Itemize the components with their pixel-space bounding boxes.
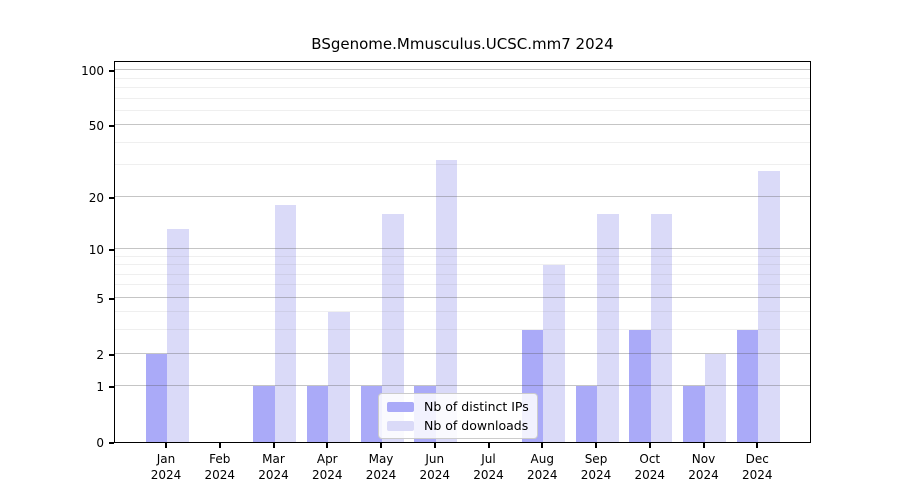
bar-downloads-oct [650, 213, 673, 442]
x-tick-mark-may [380, 443, 382, 448]
y-tick-mark-10 [109, 248, 114, 251]
gridline-major-2 [115, 352, 810, 354]
y-tick-mark-100 [109, 70, 114, 73]
bar-distinct-ips-sep [575, 386, 597, 442]
gridline-minor-40 [115, 141, 810, 143]
x-tick-label-feb: Feb 2024 [204, 452, 236, 482]
downloads-swatch-icon [387, 420, 414, 431]
legend-item-downloads: Nb of downloads [387, 418, 529, 433]
x-tick-mark-jun [433, 443, 436, 448]
x-tick-mark-nov [702, 443, 705, 448]
legend-item-distinct-ips: Nb of distinct IPs [387, 399, 529, 414]
bar-downloads-jun [435, 160, 458, 442]
bar-distinct-ips-oct [629, 330, 651, 442]
bar-distinct-ips-dec [736, 330, 759, 442]
gridline-major-20 [115, 195, 810, 197]
y-tick-mark-20 [109, 196, 114, 199]
bar-downloads-apr [328, 312, 350, 442]
x-tick-label-jul: Jul 2024 [473, 452, 504, 482]
gridline-minor-80 [115, 87, 810, 89]
gridline-minor-9 [115, 255, 810, 257]
x-tick-mark-aug [541, 443, 544, 448]
plot-area [114, 61, 811, 443]
bar-downloads-sep [597, 213, 619, 442]
y-tick-label-0: 0 [96, 436, 104, 450]
gridline-minor-3 [115, 329, 810, 331]
chart-title: BSgenome.Mmusculus.UCSC.mm7 2024 [311, 35, 614, 53]
bar-downloads-mar [274, 204, 296, 442]
bar-distinct-ips-jan [145, 353, 167, 442]
legend-label-distinct-ips: Nb of distinct IPs [424, 399, 529, 414]
y-tick-label-100: 100 [81, 64, 104, 79]
x-tick-label-may: May 2024 [365, 452, 397, 482]
distinct-ips-swatch-icon [387, 401, 414, 412]
y-tick-mark-50 [109, 125, 114, 128]
x-tick-label-dec: Dec 2024 [741, 452, 773, 482]
bar-downloads-may [382, 213, 404, 442]
gridline-major-100 [115, 69, 810, 71]
gridline-major-10 [115, 247, 810, 249]
bar-distinct-ips-nov [683, 386, 705, 442]
x-tick-mark-jan [165, 443, 167, 448]
y-tick-label-1: 1 [96, 380, 104, 395]
x-tick-label-nov: Nov 2024 [688, 452, 719, 482]
x-tick-mark-jul [487, 443, 490, 448]
x-tick-mark-dec [756, 443, 759, 448]
x-tick-mark-mar [272, 443, 275, 448]
gridline-minor-4 [115, 311, 810, 313]
bars-layer [115, 62, 810, 442]
x-tick-label-jan: Jan 2024 [150, 452, 182, 482]
legend-label-downloads: Nb of downloads [424, 418, 529, 433]
x-tick-mark-sep [595, 443, 597, 448]
gridline-minor-70 [115, 97, 810, 99]
grid-layer [115, 62, 810, 442]
gridline-major-5 [115, 296, 810, 298]
gridline-major-1 [115, 385, 810, 387]
bar-distinct-ips-may [360, 386, 382, 442]
x-tick-label-aug: Aug 2024 [526, 452, 558, 482]
x-tick-mark-apr [326, 443, 329, 448]
gridline-minor-30 [115, 164, 810, 166]
x-tick-label-oct: Oct 2024 [634, 452, 666, 482]
y-tick-mark-2 [109, 353, 114, 356]
gridline-major-50 [115, 124, 810, 126]
bar-distinct-ips-mar [253, 386, 275, 442]
y-tick-label-2: 2 [96, 347, 104, 362]
bar-downloads-dec [758, 170, 780, 442]
legend: Nb of distinct IPs Nb of downloads [378, 393, 538, 439]
y-tick-label-10: 10 [88, 242, 104, 257]
x-tick-label-sep: Sep 2024 [580, 452, 612, 482]
gridline-minor-60 [115, 109, 810, 111]
gridline-minor-7 [115, 273, 810, 275]
y-tick-mark-0 [109, 442, 114, 444]
bar-downloads-jan [167, 229, 189, 442]
x-tick-label-jun: Jun 2024 [419, 452, 451, 482]
x-tick-label-apr: Apr 2024 [311, 452, 343, 482]
bar-downloads-nov [704, 353, 726, 442]
y-tick-label-5: 5 [96, 291, 104, 306]
x-tick-mark-feb [218, 443, 221, 448]
y-tick-mark-1 [109, 386, 114, 389]
gridline-minor-90 [115, 77, 810, 79]
x-tick-label-mar: Mar 2024 [258, 452, 289, 482]
gridline-minor-6 [115, 284, 810, 286]
y-tick-mark-5 [109, 297, 114, 300]
gridline-minor-8 [115, 264, 810, 266]
bar-downloads-aug [543, 265, 565, 442]
y-tick-label-50: 50 [88, 119, 104, 134]
x-tick-mark-oct [648, 443, 651, 448]
bar-distinct-ips-apr [306, 386, 329, 442]
y-tick-label-20: 20 [88, 190, 104, 205]
